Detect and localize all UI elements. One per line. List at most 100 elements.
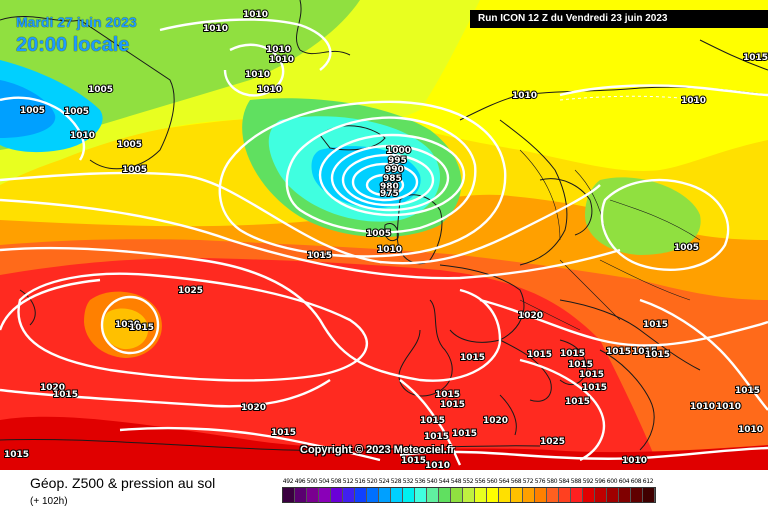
legend-swatch [535, 488, 547, 502]
isobar-label: 1015 [582, 383, 607, 393]
isobar-label: 1015 [401, 456, 426, 466]
isobar-1005 [218, 100, 507, 258]
legend-value: 556 [474, 478, 486, 485]
isobar-label: 1010 [622, 456, 647, 466]
legend-swatch [607, 488, 619, 502]
legend-value: 580 [546, 478, 558, 485]
model-run-info: Run ICON 12 Z du Vendredi 23 juin 2023 [470, 10, 768, 28]
isobar-label: 995 [388, 156, 407, 166]
isobar-1010-top [159, 18, 332, 71]
legend-swatch [355, 488, 367, 502]
legend-value: 544 [438, 478, 450, 485]
legend-value: 548 [450, 478, 462, 485]
isobar-1015-iberia [399, 379, 462, 466]
isobar-label: 1015 [129, 323, 154, 333]
isobar-label: 1020 [115, 320, 140, 330]
isobar-label: 1015 [4, 450, 29, 460]
legend-value: 516 [354, 478, 366, 485]
isobar-1015-south [119, 426, 381, 462]
legend-value: 536 [414, 478, 426, 485]
lead-time: (+ 102h) [30, 496, 68, 507]
legend-swatch [331, 488, 343, 502]
isobar-label: 1020 [241, 403, 266, 413]
isobar-1015-med [479, 298, 768, 347]
isobar-990 [330, 144, 450, 212]
legend-value: 600 [606, 478, 618, 485]
isobar-label: 1015 [271, 428, 296, 438]
isobar-label: 1020 [483, 416, 508, 426]
legend-value: 592 [582, 478, 594, 485]
legend-value: 604 [618, 478, 630, 485]
legend-value: 520 [366, 478, 378, 485]
legend-value: 560 [486, 478, 498, 485]
isobar-1015-east [639, 298, 768, 411]
legend-value: 496 [294, 478, 306, 485]
z500-west-blue [0, 80, 56, 138]
legend-swatches [282, 487, 656, 503]
legend-value: 500 [306, 478, 318, 485]
legend-swatch [403, 488, 415, 502]
isobar-label: 1015 [579, 370, 604, 380]
isobar-1015-italy [519, 358, 606, 462]
legend-swatch [523, 488, 535, 502]
isobar-label: 1015 [527, 350, 552, 360]
legend-swatch [427, 488, 439, 502]
isobar-label: 1005 [366, 229, 391, 239]
weather-map: 1010 1005 1010 1010 1010 1010 1005 1005 … [0, 0, 768, 470]
isobar-label: 1015 [743, 53, 768, 63]
isobar-1010-b [559, 84, 768, 97]
legend-value: 568 [510, 478, 522, 485]
legend-value: 524 [378, 478, 390, 485]
isobar-label: 1005 [117, 140, 142, 150]
legend-swatch [559, 488, 571, 502]
isobar-label: 1020 [518, 311, 543, 321]
legend-swatch [631, 488, 643, 502]
legend-value: 532 [402, 478, 414, 485]
isobar-label: 1015 [460, 353, 485, 363]
isobar-1010-greenland [223, 43, 285, 97]
isobar-label: 1005 [674, 243, 699, 253]
isobar-label: 1015 [606, 347, 631, 357]
isobar-1005-east [600, 178, 730, 271]
legend-swatch [451, 488, 463, 502]
map-canvas: 1010 1005 1010 1010 1010 1010 1005 1005 … [0, 0, 768, 470]
legend-swatch [643, 488, 655, 502]
isobar-label: 1010 [690, 402, 715, 412]
legend-value: 572 [522, 478, 534, 485]
isobar-1010-a [0, 171, 601, 265]
isobar-1020-mid [0, 246, 502, 382]
legend-value: 552 [462, 478, 474, 485]
legend-swatch [547, 488, 559, 502]
isobar-label: 1005 [20, 106, 45, 116]
legend-swatch [487, 488, 499, 502]
isobar-label: 1015 [440, 400, 465, 410]
isobar-label: 1025 [178, 286, 203, 296]
legend-swatch [379, 488, 391, 502]
dashed-lines [559, 95, 701, 101]
isobar-1025 [17, 272, 369, 382]
isobar-985 [341, 153, 435, 207]
legend-swatch [583, 488, 595, 502]
isobar-label: 1010 [269, 55, 294, 65]
legend-value: 612 [642, 478, 654, 485]
z500-east-green [585, 177, 701, 255]
isobar-label: 1015 [568, 360, 593, 370]
legend-value: 588 [570, 478, 582, 485]
isobar-label: 1010 [512, 91, 537, 101]
legend-labels: 492 496 500 504 508 512 516 520 524 528 532 536 540 5… [282, 478, 656, 485]
isobar-980 [351, 162, 419, 202]
isobar-labels: 1010 1005 1010 1010 1010 1010 1005 1005 … [3, 9, 768, 470]
isobar-label: 1010 [377, 245, 402, 255]
isobar-1010-west [0, 96, 86, 161]
legend-swatch [391, 488, 403, 502]
isobar-label: 1010 [716, 402, 741, 412]
isobar-1015-north [0, 198, 621, 280]
legend-swatch [475, 488, 487, 502]
isobar-label: 1020 [40, 383, 65, 393]
forecast-time: 20:00 locale [16, 34, 130, 56]
z500-south-red [0, 416, 768, 470]
isobar-label: 1015 [307, 251, 332, 261]
isobar-label: 1010 [243, 10, 268, 20]
legend-swatch [283, 488, 295, 502]
legend-swatch [511, 488, 523, 502]
